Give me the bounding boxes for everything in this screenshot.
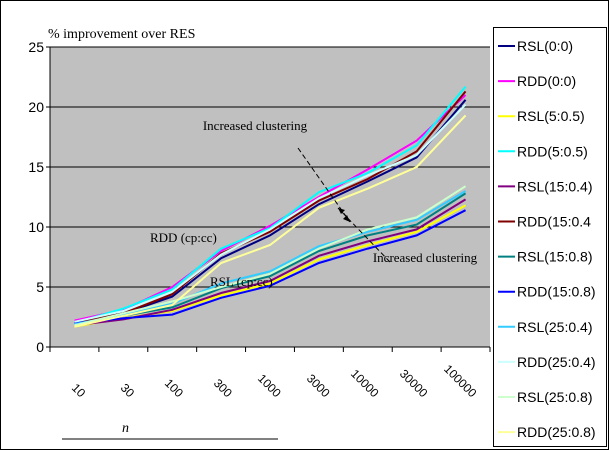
- annotation: Increased clustering: [203, 118, 308, 133]
- legend-label: RDD(15:0.4: [517, 214, 591, 230]
- y-tick-label: 20: [28, 99, 44, 115]
- legend-label: RSL(0:0): [517, 38, 573, 54]
- legend-label: RSL(25:0.4): [517, 319, 592, 335]
- series-line: [74, 85, 467, 324]
- series-line: [74, 190, 467, 326]
- series-line: [74, 103, 467, 323]
- arrow: [337, 207, 391, 263]
- legend-label: RDD(25:0.4): [517, 354, 596, 370]
- series-line: [74, 209, 467, 324]
- legend-label: RSL(15:0.8): [517, 249, 592, 265]
- chart-title: % improvement over RES: [48, 27, 195, 42]
- y-tick-label: 10: [28, 219, 44, 235]
- series-line: [74, 185, 467, 327]
- annotation: Increased clustering: [373, 250, 478, 265]
- series-line: [74, 114, 467, 328]
- annotation: RDD (cp:cc): [150, 230, 217, 245]
- arrow-head: [343, 215, 350, 222]
- legend-box: [493, 27, 607, 447]
- legend-label: RDD(5:0.5): [517, 143, 588, 159]
- x-axis-label: n: [122, 421, 129, 436]
- y-tick-label: 5: [36, 279, 44, 295]
- annotation: RSL (cp:cc): [210, 274, 273, 289]
- y-tick-label: 0: [36, 339, 44, 355]
- legend-label: RSL(5:0.5): [517, 108, 585, 124]
- plot-area: [50, 47, 490, 347]
- legend-label: RDD(25:0.8): [517, 424, 596, 440]
- y-tick-label: 25: [28, 39, 44, 55]
- legend-label: RDD(15:0.8): [517, 284, 596, 300]
- plot: [50, 47, 490, 347]
- legend-label: RSL(25:0.8): [517, 389, 592, 405]
- series-line: [74, 90, 467, 324]
- y-tick-label: 15: [28, 159, 44, 175]
- arrow-head: [338, 208, 345, 214]
- legend-label: RDD(0:0): [517, 73, 576, 89]
- legend-label: RSL(15:0.4): [517, 178, 592, 194]
